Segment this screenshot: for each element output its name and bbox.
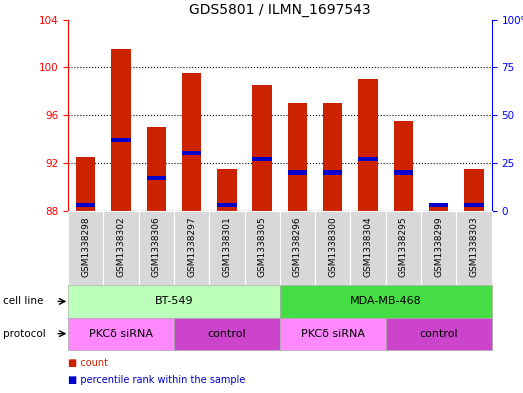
Text: BT-549: BT-549 [155, 296, 193, 307]
Bar [288, 170, 307, 174]
Title: GDS5801 / ILMN_1697543: GDS5801 / ILMN_1697543 [189, 3, 371, 17]
Bar [358, 157, 378, 161]
Bar [464, 203, 484, 207]
Text: GSM1338296: GSM1338296 [293, 217, 302, 277]
FancyBboxPatch shape [280, 211, 315, 285]
Text: protocol: protocol [3, 329, 46, 339]
Text: GSM1338300: GSM1338300 [328, 217, 337, 277]
FancyBboxPatch shape [68, 285, 280, 318]
FancyBboxPatch shape [139, 211, 174, 285]
Bar [394, 170, 413, 174]
Bar [111, 50, 131, 211]
Bar [217, 203, 236, 207]
Bar [323, 103, 343, 211]
FancyBboxPatch shape [174, 318, 280, 350]
FancyBboxPatch shape [350, 211, 385, 285]
Text: cell line: cell line [3, 296, 43, 307]
FancyBboxPatch shape [385, 318, 492, 350]
Text: GSM1338304: GSM1338304 [363, 217, 372, 277]
Text: GSM1338306: GSM1338306 [152, 217, 161, 277]
Text: GSM1338295: GSM1338295 [399, 217, 408, 277]
Text: GSM1338299: GSM1338299 [434, 217, 443, 277]
Text: ■ count: ■ count [68, 358, 108, 367]
Bar [111, 138, 131, 142]
Bar [429, 203, 448, 207]
Bar [288, 103, 307, 211]
Bar [253, 157, 272, 161]
Bar [358, 79, 378, 211]
Text: MDA-MB-468: MDA-MB-468 [350, 296, 422, 307]
Text: PKCδ siRNA: PKCδ siRNA [301, 329, 365, 339]
FancyBboxPatch shape [385, 211, 421, 285]
FancyBboxPatch shape [280, 285, 492, 318]
Bar [429, 205, 448, 211]
Bar [146, 127, 166, 211]
FancyBboxPatch shape [68, 211, 104, 285]
Bar [253, 85, 272, 211]
Bar [182, 151, 201, 156]
Bar [182, 73, 201, 211]
Text: GSM1338305: GSM1338305 [258, 217, 267, 277]
Text: control: control [419, 329, 458, 339]
FancyBboxPatch shape [174, 211, 209, 285]
Bar [394, 121, 413, 211]
Text: GSM1338302: GSM1338302 [117, 217, 126, 277]
FancyBboxPatch shape [68, 318, 174, 350]
Text: ■ percentile rank within the sample: ■ percentile rank within the sample [68, 375, 245, 385]
FancyBboxPatch shape [456, 211, 492, 285]
Text: PKCδ siRNA: PKCδ siRNA [89, 329, 153, 339]
Text: GSM1338301: GSM1338301 [222, 217, 231, 277]
FancyBboxPatch shape [421, 211, 456, 285]
FancyBboxPatch shape [315, 211, 350, 285]
Bar [76, 157, 95, 211]
Bar [146, 176, 166, 180]
FancyBboxPatch shape [280, 318, 385, 350]
Text: GSM1338303: GSM1338303 [470, 217, 479, 277]
Bar [323, 170, 343, 174]
Bar [76, 203, 95, 207]
Text: control: control [208, 329, 246, 339]
FancyBboxPatch shape [104, 211, 139, 285]
Bar [464, 169, 484, 211]
FancyBboxPatch shape [209, 211, 244, 285]
Text: GSM1338297: GSM1338297 [187, 217, 196, 277]
Text: GSM1338298: GSM1338298 [81, 217, 90, 277]
Bar [217, 169, 236, 211]
FancyBboxPatch shape [244, 211, 280, 285]
